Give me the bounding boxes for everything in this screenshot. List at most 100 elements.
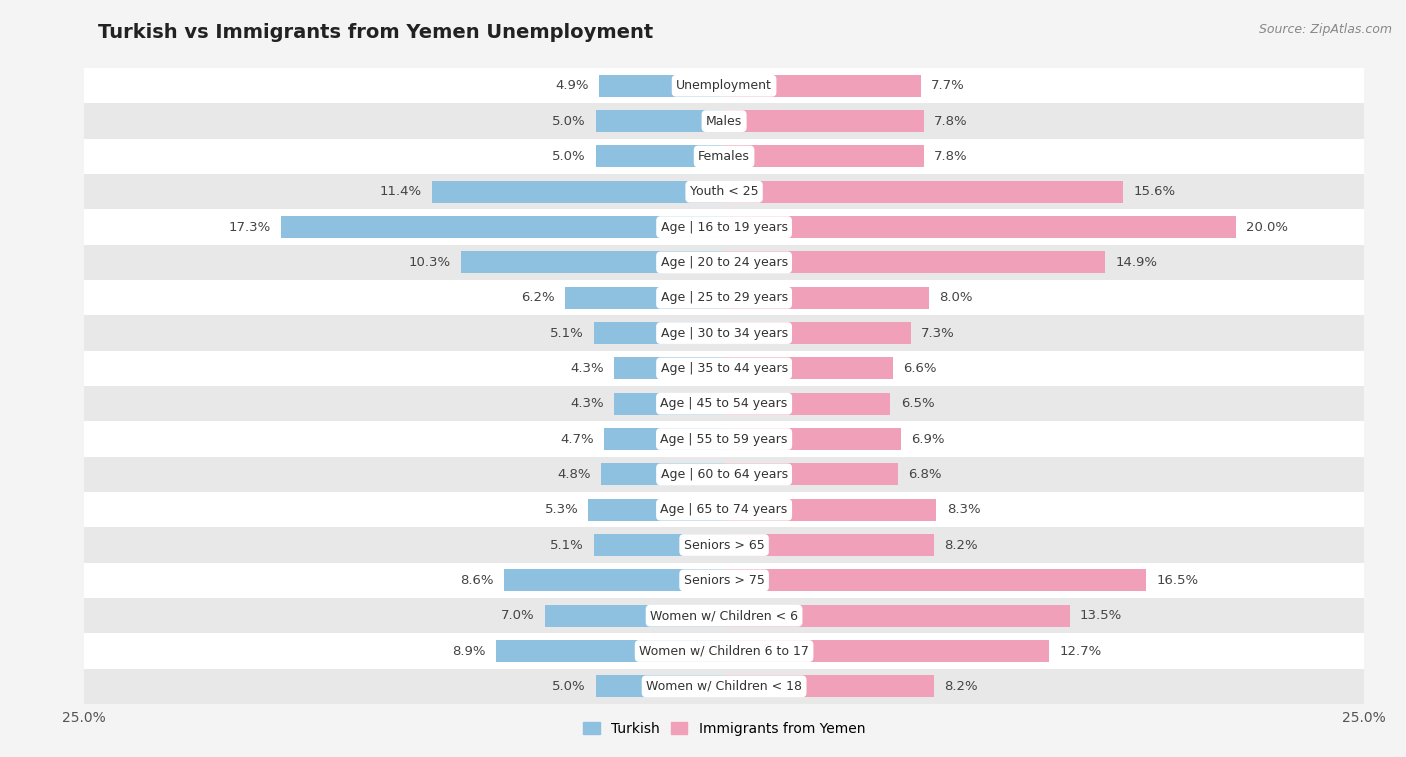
Text: 7.0%: 7.0% <box>501 609 534 622</box>
Bar <box>596 145 724 167</box>
Text: 10.3%: 10.3% <box>408 256 450 269</box>
Text: 11.4%: 11.4% <box>380 185 422 198</box>
Bar <box>724 111 924 132</box>
Text: 8.2%: 8.2% <box>945 680 977 693</box>
Bar <box>614 357 724 379</box>
Bar <box>84 668 1364 704</box>
Bar <box>603 428 724 450</box>
Text: 5.1%: 5.1% <box>550 538 583 552</box>
Bar <box>281 217 724 238</box>
Text: Age | 45 to 54 years: Age | 45 to 54 years <box>661 397 787 410</box>
Bar <box>724 181 1123 203</box>
Text: Unemployment: Unemployment <box>676 79 772 92</box>
Bar <box>84 280 1364 316</box>
Bar <box>461 251 724 273</box>
Text: 8.2%: 8.2% <box>945 538 977 552</box>
Text: 6.5%: 6.5% <box>901 397 934 410</box>
Bar <box>496 640 724 662</box>
Text: 4.3%: 4.3% <box>571 362 603 375</box>
Text: 6.2%: 6.2% <box>522 291 555 304</box>
Bar <box>433 181 724 203</box>
Text: 6.8%: 6.8% <box>908 468 942 481</box>
Bar <box>614 393 724 415</box>
Bar <box>602 463 724 485</box>
Legend: Turkish, Immigrants from Yemen: Turkish, Immigrants from Yemen <box>578 716 870 742</box>
Text: 4.7%: 4.7% <box>560 432 593 446</box>
Bar <box>84 210 1364 245</box>
Text: Females: Females <box>699 150 749 163</box>
Text: 6.6%: 6.6% <box>903 362 936 375</box>
Text: 7.8%: 7.8% <box>934 114 967 128</box>
Text: Age | 65 to 74 years: Age | 65 to 74 years <box>661 503 787 516</box>
Bar <box>596 675 724 697</box>
Bar <box>724 499 936 521</box>
Text: 8.0%: 8.0% <box>939 291 973 304</box>
Text: Women w/ Children < 18: Women w/ Children < 18 <box>647 680 801 693</box>
Text: Seniors > 75: Seniors > 75 <box>683 574 765 587</box>
Text: Age | 30 to 34 years: Age | 30 to 34 years <box>661 326 787 340</box>
Bar <box>724 145 924 167</box>
Bar <box>724 251 1105 273</box>
Bar <box>565 287 724 309</box>
Bar <box>724 75 921 97</box>
Bar <box>84 492 1364 528</box>
Text: 5.0%: 5.0% <box>553 680 586 693</box>
Bar <box>593 534 724 556</box>
Text: 8.9%: 8.9% <box>453 644 486 658</box>
Bar <box>84 245 1364 280</box>
Bar <box>84 386 1364 422</box>
Text: 14.9%: 14.9% <box>1115 256 1157 269</box>
Bar <box>724 357 893 379</box>
Bar <box>724 640 1049 662</box>
Bar <box>84 174 1364 210</box>
Text: 4.3%: 4.3% <box>571 397 603 410</box>
Bar <box>546 605 724 627</box>
Bar <box>84 598 1364 634</box>
Text: 8.3%: 8.3% <box>946 503 980 516</box>
Text: Seniors > 65: Seniors > 65 <box>683 538 765 552</box>
Text: 7.8%: 7.8% <box>934 150 967 163</box>
Text: 17.3%: 17.3% <box>229 220 271 234</box>
Bar <box>593 322 724 344</box>
Bar <box>724 463 898 485</box>
Bar <box>724 569 1146 591</box>
Text: Age | 55 to 59 years: Age | 55 to 59 years <box>661 432 787 446</box>
Text: 4.9%: 4.9% <box>555 79 589 92</box>
Text: 5.0%: 5.0% <box>553 114 586 128</box>
Bar <box>84 139 1364 174</box>
Text: Source: ZipAtlas.com: Source: ZipAtlas.com <box>1258 23 1392 36</box>
Text: Age | 20 to 24 years: Age | 20 to 24 years <box>661 256 787 269</box>
Bar <box>596 111 724 132</box>
Text: 12.7%: 12.7% <box>1059 644 1101 658</box>
Bar <box>84 68 1364 104</box>
Text: Age | 35 to 44 years: Age | 35 to 44 years <box>661 362 787 375</box>
Text: 7.7%: 7.7% <box>931 79 965 92</box>
Bar <box>84 350 1364 386</box>
Text: Age | 60 to 64 years: Age | 60 to 64 years <box>661 468 787 481</box>
Text: 7.3%: 7.3% <box>921 326 955 340</box>
Bar <box>84 562 1364 598</box>
Bar <box>84 528 1364 562</box>
Text: 5.3%: 5.3% <box>544 503 578 516</box>
Text: Males: Males <box>706 114 742 128</box>
Bar <box>84 316 1364 350</box>
Bar <box>724 287 929 309</box>
Text: 5.0%: 5.0% <box>553 150 586 163</box>
Bar <box>503 569 724 591</box>
Text: Women w/ Children 6 to 17: Women w/ Children 6 to 17 <box>640 644 808 658</box>
Text: 4.8%: 4.8% <box>558 468 591 481</box>
Text: 15.6%: 15.6% <box>1133 185 1175 198</box>
Text: 13.5%: 13.5% <box>1080 609 1122 622</box>
Text: Age | 16 to 19 years: Age | 16 to 19 years <box>661 220 787 234</box>
Bar <box>724 393 890 415</box>
Bar <box>724 428 901 450</box>
Bar <box>589 499 724 521</box>
Text: 20.0%: 20.0% <box>1246 220 1288 234</box>
Text: Age | 25 to 29 years: Age | 25 to 29 years <box>661 291 787 304</box>
Bar <box>724 605 1070 627</box>
Text: 5.1%: 5.1% <box>550 326 583 340</box>
Bar <box>84 422 1364 456</box>
Text: 8.6%: 8.6% <box>460 574 494 587</box>
Text: Youth < 25: Youth < 25 <box>690 185 758 198</box>
Bar <box>84 634 1364 668</box>
